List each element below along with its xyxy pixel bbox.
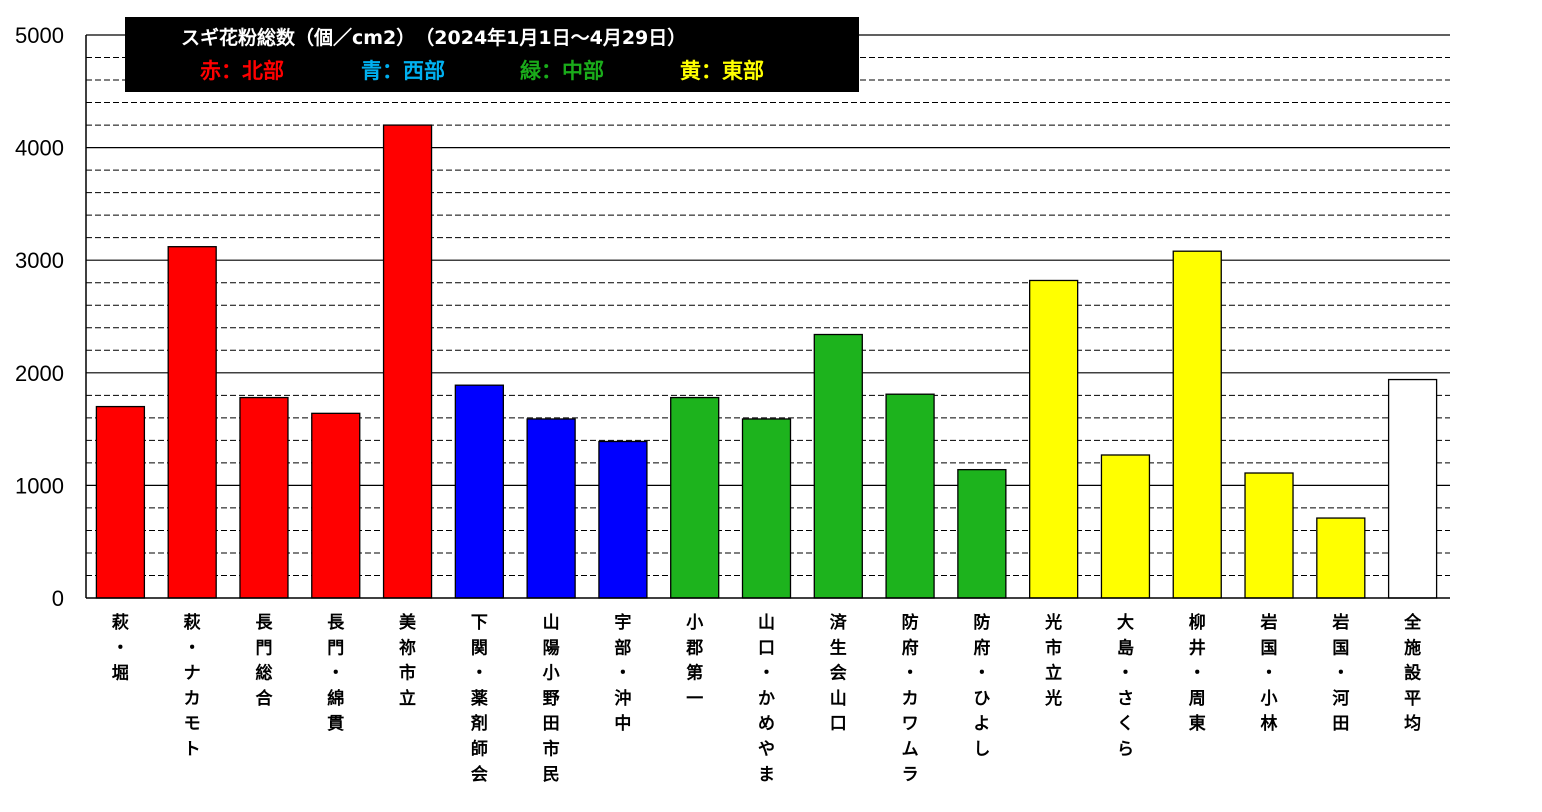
x-category-label: 岩国・河田 [1331, 612, 1349, 734]
bars-group [95, 124, 1438, 599]
bar-1 [167, 246, 217, 599]
x-category-label: 柳井・周東 [1189, 612, 1206, 734]
bar-12 [957, 468, 1007, 599]
bar-9 [741, 418, 792, 599]
y-tick-label: 2000 [15, 361, 64, 386]
bar-10 [813, 333, 863, 599]
bar-2 [239, 396, 289, 599]
x-category-label: 美祢市立 [399, 612, 417, 709]
x-category-label: 済生会山口 [830, 612, 848, 734]
bar-18 [1387, 378, 1438, 599]
axes [85, 35, 1450, 599]
legend-background [125, 17, 859, 92]
legend-item: 緑：中部 [520, 59, 604, 83]
bar-14 [1100, 454, 1151, 599]
bar-7 [598, 440, 648, 599]
x-category-label: 全施設平均 [1403, 612, 1422, 734]
y-tick-label: 0 [52, 586, 64, 611]
x-category-label: 光市立光 [1044, 612, 1062, 709]
chart-title: スギ花粉総数（個／cm2） （2024年1月1日～4月29日） [181, 26, 686, 49]
bar-15 [1172, 250, 1222, 599]
bar-11 [885, 393, 935, 599]
x-category-label: 山口・かめやま [758, 613, 775, 785]
legend-item: 赤：北部 [200, 59, 284, 83]
bar-13 [1029, 279, 1079, 599]
x-category-label: 防府・ひよし [973, 612, 990, 760]
bar-0 [95, 405, 146, 599]
bar-5 [454, 384, 504, 599]
legend-items: 赤：北部 青：西部 緑：中部 黄：東部 [200, 59, 764, 83]
bar-4 [382, 124, 433, 599]
y-tick-label: 1000 [15, 473, 64, 498]
x-category-label: 岩国・小林 [1260, 612, 1278, 734]
bar-6 [526, 418, 576, 599]
x-category-label: 下関・薬剤師会 [470, 613, 488, 785]
legend-item: 青：西部 [361, 59, 445, 83]
y-tick-label: 3000 [15, 248, 64, 273]
x-category-label: 宇部・沖中 [614, 612, 631, 734]
legend-box: スギ花粉総数（個／cm2） （2024年1月1日～4月29日） 赤：北部 青：西部… [125, 17, 859, 92]
x-category-label: 小郡第一 [685, 613, 703, 709]
bar-3 [311, 412, 361, 599]
bar-16 [1244, 472, 1294, 599]
y-tick-label: 4000 [15, 136, 64, 161]
y-tick-labels: 0 1000 2000 3000 4000 5000 [15, 23, 64, 611]
x-category-label: 山陽小野田市民 [543, 613, 560, 785]
x-category-label: 長門・綿貫 [327, 613, 345, 734]
y-tick-label: 5000 [15, 23, 64, 48]
bar-17 [1316, 517, 1366, 599]
x-category-label: 萩・ナカモト [184, 612, 201, 760]
x-category-label: 大島・さくら [1117, 612, 1134, 760]
bar-8 [670, 396, 720, 599]
legend-item: 黄：東部 [680, 59, 764, 83]
x-category-label: 防府・カワムラ [902, 612, 919, 785]
x-category-label: 長門総合 [255, 613, 273, 709]
x-category-labels: 萩・堀 萩・ナカモト 長門総合 長門・綿貫 美祢市立 下関・薬剤師会 山陽小野田市民 宇部・沖… [112, 612, 1422, 785]
x-category-label: 萩・堀 [112, 612, 129, 684]
